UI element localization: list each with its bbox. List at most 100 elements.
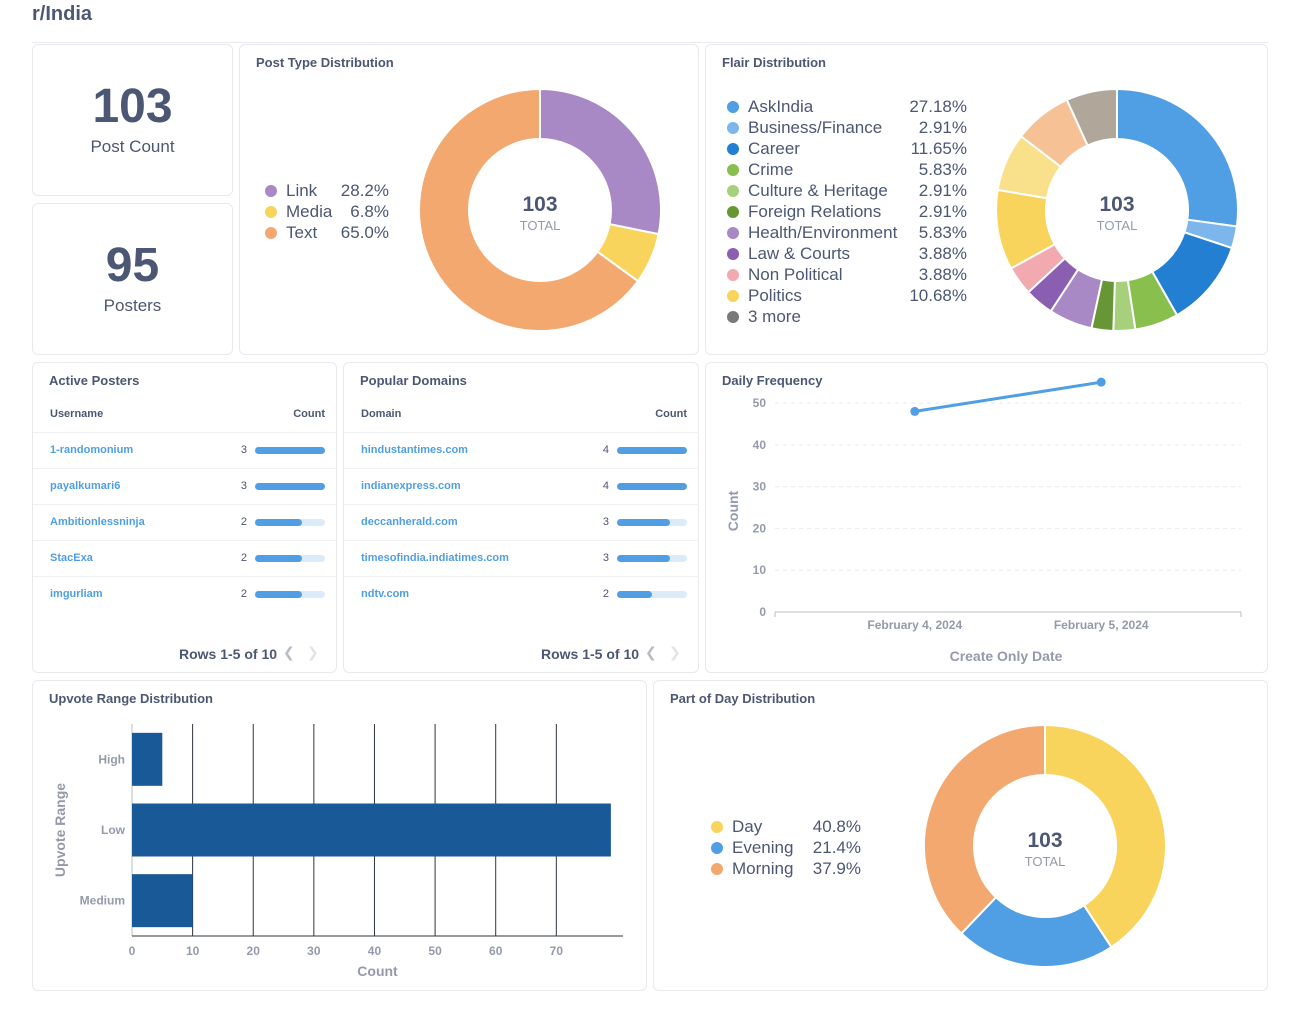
pie-slice-more-b[interactable] xyxy=(1065,87,1118,147)
row-name-link[interactable]: StacExa xyxy=(33,539,231,576)
column-header-domain[interactable]: Domain xyxy=(361,407,402,420)
legend-item[interactable]: Law & Courts 3.88% xyxy=(727,243,967,264)
post-count-card: 103 Post Count xyxy=(32,44,233,196)
legend-item[interactable]: AskIndia 27.18% xyxy=(727,96,967,117)
post-type-card: Post Type Distribution Link 28.2% Media 6.… xyxy=(239,44,699,355)
row-name-link[interactable]: deccanherald.com xyxy=(344,503,596,540)
column-header-count[interactable]: Count xyxy=(293,407,325,420)
daily-frequency-title[interactable]: Daily Frequency xyxy=(722,373,823,388)
bar-medium[interactable] xyxy=(132,874,193,928)
data-point[interactable] xyxy=(910,406,920,416)
bar-high[interactable] xyxy=(132,732,163,786)
row-name-link[interactable]: payalkumari6 xyxy=(33,467,231,504)
legend-name: Culture & Heritage xyxy=(748,180,888,200)
legend-item[interactable]: Non Political 3.88% xyxy=(727,264,967,285)
x-tick-label: February 5, 2024 xyxy=(1054,618,1149,632)
row-name-link[interactable]: ndtv.com xyxy=(344,575,596,612)
y-tick-label: 40 xyxy=(753,438,767,452)
legend-item[interactable]: Health/Environment 5.83% xyxy=(727,222,967,243)
x-axis-label: Create Only Date xyxy=(950,648,1063,664)
row-name-link[interactable]: 1-randomonium xyxy=(33,431,231,468)
chevron-right-icon[interactable]: ❯ xyxy=(307,644,319,660)
y-tick-label: 30 xyxy=(753,480,767,494)
row-name-link[interactable]: indianexpress.com xyxy=(344,467,596,504)
bar-low[interactable] xyxy=(132,803,611,857)
pie-slice-day[interactable] xyxy=(1044,723,1167,949)
legend-name: AskIndia xyxy=(748,96,814,116)
x-tick-label: 60 xyxy=(489,944,503,958)
count-bar-track xyxy=(617,482,687,490)
legend-item[interactable]: Foreign Relations 2.91% xyxy=(727,201,967,222)
series-line[interactable] xyxy=(914,380,1102,413)
x-tick-label: 0 xyxy=(129,944,136,958)
legend-item[interactable]: Politics 10.68% xyxy=(727,285,967,306)
y-tick-label: Low xyxy=(101,823,126,837)
row-name-link[interactable]: imgurliam xyxy=(33,575,231,612)
table-row[interactable]: 1-randomonium 3 xyxy=(33,431,337,468)
post-type-title[interactable]: Post Type Distribution xyxy=(256,55,394,70)
x-axis-label: Count xyxy=(357,963,398,979)
table-row[interactable]: deccanherald.com 3 xyxy=(344,503,699,540)
legend-name: Career xyxy=(748,138,800,158)
data-point[interactable] xyxy=(1096,377,1106,387)
legend-item-text[interactable]: Text 65.0% xyxy=(265,222,389,243)
chevron-left-icon[interactable]: ❮ xyxy=(283,644,295,660)
count-bar-track xyxy=(617,518,687,526)
post-type-donut: 103 TOTAL xyxy=(418,87,662,332)
legend-pct: 2.91% xyxy=(918,117,967,137)
column-header-count[interactable]: Count xyxy=(655,407,687,420)
legend-item[interactable]: 3 more xyxy=(727,306,967,327)
active-posters-title[interactable]: Active Posters xyxy=(49,373,140,388)
legend-pct: 6.8% xyxy=(350,201,389,221)
x-tick-label: 40 xyxy=(368,944,382,958)
legend-name: Law & Courts xyxy=(748,243,851,263)
flair-title[interactable]: Flair Distribution xyxy=(722,55,826,70)
count-bar-track xyxy=(255,554,325,562)
popular-domains-title[interactable]: Popular Domains xyxy=(360,373,467,388)
y-tick-label: 10 xyxy=(753,563,767,577)
count-bar xyxy=(617,590,652,598)
pie-slice-morning[interactable] xyxy=(923,723,1046,935)
legend-item-evening[interactable]: Evening 21.4% xyxy=(711,837,861,858)
row-bar-cell xyxy=(617,575,699,612)
legend-item[interactable]: Crime 5.83% xyxy=(727,159,967,180)
pie-slice-askindia[interactable] xyxy=(1116,87,1239,228)
part-of-day-title[interactable]: Part of Day Distribution xyxy=(670,691,816,706)
pie-slice-text[interactable] xyxy=(418,87,640,332)
legend-name: Morning xyxy=(732,858,794,878)
legend-item-link[interactable]: Link 28.2% xyxy=(265,180,389,201)
upvote-range-title[interactable]: Upvote Range Distribution xyxy=(49,691,213,706)
legend-item-media[interactable]: Media 6.8% xyxy=(265,201,389,222)
legend-item-morning[interactable]: Morning 37.9% xyxy=(711,858,861,879)
table-row[interactable]: imgurliam 2 xyxy=(33,575,337,612)
table-row[interactable]: hindustantimes.com 4 xyxy=(344,431,699,468)
table-row[interactable]: timesofindia.indiatimes.com 3 xyxy=(344,539,699,576)
table-row[interactable]: payalkumari6 3 xyxy=(33,467,337,504)
column-header-username[interactable]: Username xyxy=(50,407,104,420)
row-name-link[interactable]: timesofindia.indiatimes.com xyxy=(344,539,596,576)
legend-dot xyxy=(265,184,277,197)
chevron-left-icon[interactable]: ❮ xyxy=(645,644,657,660)
legend-pct: 3.88% xyxy=(918,243,967,263)
table-row[interactable]: ndtv.com 2 xyxy=(344,575,699,612)
row-name-link[interactable]: hindustantimes.com xyxy=(344,431,596,468)
legend-pct: 5.83% xyxy=(918,222,967,242)
table-row[interactable]: StacExa 2 xyxy=(33,539,337,576)
legend-item[interactable]: Culture & Heritage 2.91% xyxy=(727,180,967,201)
legend-item[interactable]: Business/Finance 2.91% xyxy=(727,117,967,138)
legend-name: 3 more xyxy=(748,306,801,326)
x-tick-label: 70 xyxy=(550,944,564,958)
legend-pct: 27.18% xyxy=(909,96,967,116)
chevron-right-icon[interactable]: ❯ xyxy=(669,644,681,660)
legend-item[interactable]: Career 11.65% xyxy=(727,138,967,159)
table-row[interactable]: indianexpress.com 4 xyxy=(344,467,699,504)
pie-slice-link[interactable] xyxy=(539,87,662,236)
y-axis-label: Upvote Range xyxy=(52,783,68,877)
count-bar xyxy=(617,446,687,454)
row-name-link[interactable]: Ambitionlessninja xyxy=(33,503,231,540)
count-bar xyxy=(255,482,325,490)
count-bar xyxy=(255,446,325,454)
row-bar-cell xyxy=(255,431,337,468)
table-row[interactable]: Ambitionlessninja 2 xyxy=(33,503,337,540)
legend-item-day[interactable]: Day 40.8% xyxy=(711,816,861,837)
